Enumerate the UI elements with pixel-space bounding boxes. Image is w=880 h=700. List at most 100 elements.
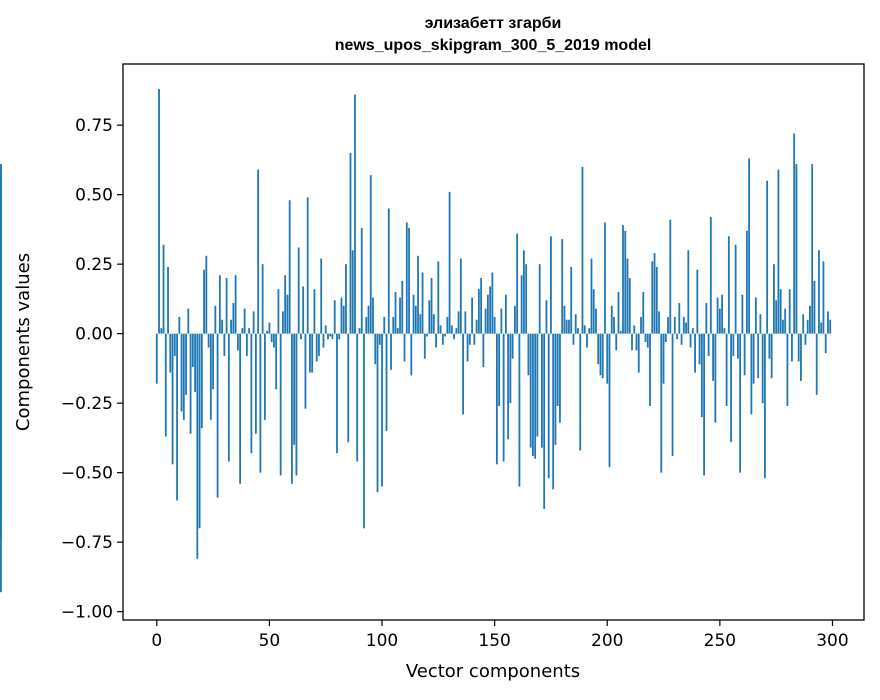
bar xyxy=(775,300,778,334)
bar xyxy=(773,264,775,334)
bar xyxy=(730,333,733,443)
bar xyxy=(714,333,717,423)
bar xyxy=(608,333,611,468)
bar xyxy=(252,311,255,334)
bar xyxy=(671,333,674,456)
bar xyxy=(435,333,437,348)
bar xyxy=(725,333,728,406)
bar xyxy=(818,250,820,334)
bar xyxy=(230,319,233,334)
x-axis: 0 50 100 150 200 250 300 xyxy=(151,620,849,651)
bar xyxy=(327,333,329,340)
bar xyxy=(331,333,334,340)
bar xyxy=(275,333,278,390)
bar xyxy=(309,333,311,373)
bar xyxy=(263,333,266,420)
bar xyxy=(457,311,460,334)
bar xyxy=(185,333,187,395)
bar xyxy=(194,333,196,393)
bar xyxy=(518,333,521,487)
bar xyxy=(827,311,829,334)
bar xyxy=(239,333,242,484)
bar xyxy=(360,228,363,334)
bar xyxy=(356,333,359,462)
bar xyxy=(318,333,320,356)
y-tick-label: −1.00 xyxy=(61,603,113,623)
bar xyxy=(500,308,503,334)
bar xyxy=(300,333,302,340)
bar xyxy=(628,278,631,334)
bar xyxy=(378,333,381,345)
x-tick-label: 100 xyxy=(366,631,398,651)
bar xyxy=(221,319,223,334)
bar xyxy=(716,297,719,334)
bar xyxy=(795,164,798,334)
bar xyxy=(245,333,248,356)
bar xyxy=(295,333,298,476)
bar xyxy=(243,308,246,334)
bar xyxy=(372,297,374,334)
bar xyxy=(718,308,721,334)
bar xyxy=(606,333,609,384)
bar xyxy=(158,89,160,334)
bar xyxy=(196,333,199,559)
bar xyxy=(581,166,584,334)
bar xyxy=(293,333,296,445)
bar xyxy=(491,272,494,334)
bar xyxy=(511,333,514,359)
bar xyxy=(374,333,377,365)
bar xyxy=(761,333,764,404)
bar xyxy=(588,328,591,334)
bar xyxy=(559,333,561,423)
bar xyxy=(745,230,748,334)
bar xyxy=(248,328,251,334)
bar xyxy=(466,333,469,362)
bar xyxy=(698,333,701,365)
bar xyxy=(523,250,525,334)
bar xyxy=(187,308,190,334)
bar xyxy=(302,286,305,334)
bar xyxy=(520,275,523,334)
bar xyxy=(595,308,597,334)
bar xyxy=(345,264,347,334)
bar xyxy=(541,333,543,448)
bar xyxy=(516,233,519,334)
bar xyxy=(766,180,769,334)
bar xyxy=(306,197,309,334)
bar xyxy=(727,236,730,334)
bar xyxy=(212,333,214,390)
bar xyxy=(640,316,642,334)
bar xyxy=(563,305,566,334)
bar xyxy=(489,286,492,334)
bar xyxy=(631,333,633,351)
bar xyxy=(471,297,473,334)
bar xyxy=(658,311,660,334)
bar xyxy=(682,316,685,334)
bar xyxy=(601,333,604,379)
x-tick-label: 200 xyxy=(591,631,623,651)
bar xyxy=(376,333,379,493)
bar xyxy=(383,316,386,334)
bar xyxy=(525,264,528,334)
bar xyxy=(387,208,390,334)
bar xyxy=(446,316,449,334)
bar xyxy=(750,333,753,415)
bar xyxy=(261,264,264,334)
bar xyxy=(619,330,622,334)
bar xyxy=(441,333,444,345)
bar xyxy=(583,325,586,334)
bar xyxy=(338,333,341,340)
bar xyxy=(813,280,816,334)
bar xyxy=(291,333,293,484)
bar xyxy=(381,333,383,487)
bar xyxy=(167,266,169,334)
bar xyxy=(171,333,174,465)
bar xyxy=(642,291,645,334)
bar xyxy=(286,294,289,334)
bar xyxy=(784,308,787,334)
bar xyxy=(297,247,300,334)
x-tick-label: 0 xyxy=(151,631,162,651)
bar xyxy=(644,333,647,342)
